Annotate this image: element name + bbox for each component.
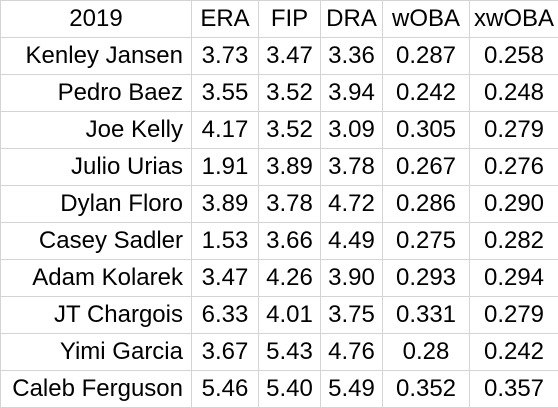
stat-cell-dra[interactable]: 3.75 (321, 297, 383, 334)
stat-cell-woba[interactable]: 0.275 (383, 223, 470, 260)
stat-cell-xwoba[interactable]: 0.242 (470, 334, 558, 371)
player-name-cell[interactable]: Yimi Garcia (1, 334, 192, 371)
header-cell-dra[interactable]: DRA (321, 1, 383, 38)
stat-cell-xwoba[interactable]: 0.276 (470, 149, 558, 186)
stat-cell-xwoba[interactable]: 0.248 (470, 75, 558, 112)
stat-cell-era[interactable]: 4.17 (192, 112, 259, 149)
stat-cell-dra[interactable]: 4.49 (321, 223, 383, 260)
stat-cell-woba[interactable]: 0.286 (383, 186, 470, 223)
stat-cell-dra[interactable]: 3.36 (321, 38, 383, 75)
stat-cell-era[interactable]: 3.55 (192, 75, 259, 112)
stat-cell-dra[interactable]: 3.90 (321, 260, 383, 297)
stat-cell-dra[interactable]: 3.09 (321, 112, 383, 149)
stat-cell-xwoba[interactable]: 0.282 (470, 223, 558, 260)
stat-cell-xwoba[interactable]: 0.258 (470, 38, 558, 75)
stat-cell-era[interactable]: 3.89 (192, 186, 259, 223)
header-cell-fip[interactable]: FIP (259, 1, 321, 38)
stat-cell-era[interactable]: 5.46 (192, 371, 259, 408)
stat-cell-fip[interactable]: 4.01 (259, 297, 321, 334)
stat-cell-era[interactable]: 6.33 (192, 297, 259, 334)
stat-cell-fip[interactable]: 3.89 (259, 149, 321, 186)
stat-cell-xwoba[interactable]: 0.294 (470, 260, 558, 297)
stat-cell-woba[interactable]: 0.293 (383, 260, 470, 297)
stat-cell-dra[interactable]: 3.78 (321, 149, 383, 186)
stat-cell-dra[interactable]: 4.76 (321, 334, 383, 371)
stat-cell-fip[interactable]: 3.47 (259, 38, 321, 75)
player-name-cell[interactable]: Caleb Ferguson (1, 371, 192, 408)
player-name-cell[interactable]: Adam Kolarek (1, 260, 192, 297)
player-name-cell[interactable]: Kenley Jansen (1, 38, 192, 75)
stat-cell-fip[interactable]: 3.78 (259, 186, 321, 223)
player-name-cell[interactable]: Joe Kelly (1, 112, 192, 149)
stat-cell-era[interactable]: 3.67 (192, 334, 259, 371)
header-cell-xwoba[interactable]: xwOBA (470, 1, 558, 38)
header-cell-2019[interactable]: 2019 (1, 1, 192, 38)
stat-cell-xwoba[interactable]: 0.279 (470, 297, 558, 334)
stat-cell-woba[interactable]: 0.267 (383, 149, 470, 186)
stat-cell-woba[interactable]: 0.305 (383, 112, 470, 149)
player-name-cell[interactable]: JT Chargois (1, 297, 192, 334)
stat-cell-dra[interactable]: 5.49 (321, 371, 383, 408)
stat-cell-fip[interactable]: 5.40 (259, 371, 321, 408)
header-cell-woba[interactable]: wOBA (383, 1, 470, 38)
stat-cell-era[interactable]: 3.73 (192, 38, 259, 75)
stat-cell-xwoba[interactable]: 0.279 (470, 112, 558, 149)
stat-cell-era[interactable]: 1.53 (192, 223, 259, 260)
player-name-cell[interactable]: Casey Sadler (1, 223, 192, 260)
stat-cell-dra[interactable]: 4.72 (321, 186, 383, 223)
stat-cell-fip[interactable]: 4.26 (259, 260, 321, 297)
header-cell-era[interactable]: ERA (192, 1, 259, 38)
player-name-cell[interactable]: Pedro Baez (1, 75, 192, 112)
stat-cell-xwoba[interactable]: 0.357 (470, 371, 558, 408)
stat-cell-era[interactable]: 3.47 (192, 260, 259, 297)
stat-cell-woba[interactable]: 0.331 (383, 297, 470, 334)
stat-cell-woba[interactable]: 0.287 (383, 38, 470, 75)
stat-cell-fip[interactable]: 3.66 (259, 223, 321, 260)
player-name-cell[interactable]: Julio Urias (1, 149, 192, 186)
stat-cell-woba[interactable]: 0.28 (383, 334, 470, 371)
player-name-cell[interactable]: Dylan Floro (1, 186, 192, 223)
stat-cell-era[interactable]: 1.91 (192, 149, 259, 186)
stat-cell-woba[interactable]: 0.242 (383, 75, 470, 112)
stat-cell-fip[interactable]: 5.43 (259, 334, 321, 371)
stat-cell-dra[interactable]: 3.94 (321, 75, 383, 112)
stat-cell-fip[interactable]: 3.52 (259, 75, 321, 112)
stat-cell-fip[interactable]: 3.52 (259, 112, 321, 149)
stat-cell-xwoba[interactable]: 0.290 (470, 186, 558, 223)
stat-cell-woba[interactable]: 0.352 (383, 371, 470, 408)
